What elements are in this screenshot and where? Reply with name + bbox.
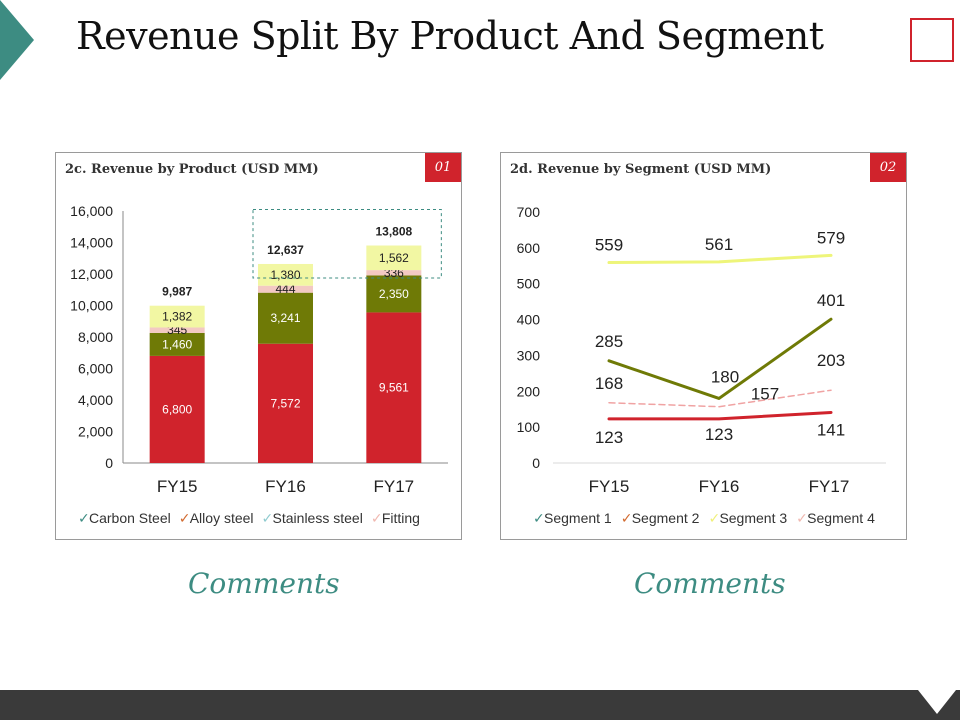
bar-segment	[258, 343, 313, 463]
comments-right: Comments	[634, 567, 786, 600]
revenue-by-product-chart: 0 2,000 4,000 6,000 8,000 10,000 12,000 14,000 1…	[70, 203, 448, 527]
bar-data-label: 1,460	[162, 337, 192, 351]
y-tick-label: 300	[517, 347, 541, 363]
bar-segment	[258, 263, 313, 286]
bar-data-label: 1,382	[162, 310, 192, 324]
legend-label: Carbon Steel	[89, 510, 171, 526]
x-tick-label: FY16	[699, 477, 740, 496]
revenue-by-segment-chart: 0 100 200 300 400 500 600 700 FY15 FY16 FY17 123 123…	[517, 204, 886, 527]
legend-checkmark: ✓	[262, 511, 274, 527]
line-data-label: 123	[595, 428, 623, 447]
legend-label: Segment 1	[544, 510, 612, 526]
y-tick-label: 400	[517, 312, 541, 328]
y-tick-label: 500	[517, 276, 541, 292]
comments-left: Comments	[188, 567, 340, 600]
revenue-by-segment-panel: 0 100 200 300 400 500 600 700 FY15 FY16 FY17 123 123…	[500, 152, 907, 540]
legend-checkmark: ✓	[179, 511, 191, 527]
x-tick-label: FY16	[265, 477, 306, 496]
bar-data-label: 1,380	[270, 268, 300, 282]
bar-data-label: 7,572	[270, 396, 300, 410]
page-title: Revenue Split By Product And Segment	[76, 14, 824, 58]
bar-segment	[258, 285, 313, 293]
bar-segment	[149, 355, 205, 463]
revenue-by-product-panel: 0 2,000 4,000 6,000 8,000 10,000 12,000 14,000 1…	[55, 152, 462, 540]
y-tick-label: 700	[517, 204, 541, 220]
line-data-label: 579	[817, 228, 845, 247]
bar-segment	[149, 327, 205, 333]
y-tick-label: 4,000	[78, 392, 113, 408]
series-line	[607, 253, 833, 265]
y-tick-label: 100	[517, 419, 541, 435]
y-tick-label: 6,000	[78, 361, 113, 377]
y-tick-label: 10,000	[70, 298, 113, 314]
legend-label: Stainless steel	[273, 510, 363, 526]
bar-data-label: 3,241	[270, 311, 300, 325]
bar-segment	[149, 305, 205, 328]
bar-segment	[258, 292, 313, 344]
series-line	[607, 317, 833, 400]
series-line	[607, 410, 833, 421]
legend-label: Alloy steel	[190, 510, 254, 526]
x-tick-label: FY17	[809, 477, 850, 496]
bar-segment	[366, 245, 422, 271]
x-tick-label: FY17	[374, 477, 415, 496]
panel-number-badge: 01	[425, 153, 461, 182]
panel-title: 2c. Revenue by Product (USD MM)	[65, 162, 319, 177]
bar-data-label: 9,561	[379, 381, 409, 395]
highlight-box	[252, 209, 442, 279]
y-tick-label: 14,000	[70, 235, 113, 251]
bar-total-label: 12,637	[267, 243, 304, 257]
y-tick-label: 200	[517, 383, 541, 399]
x-tick-label: FY15	[157, 477, 198, 496]
line-data-label: 561	[705, 235, 733, 254]
y-tick-label: 600	[517, 240, 541, 256]
bar-segment	[366, 312, 422, 463]
bar-data-label: 1,562	[379, 251, 409, 265]
bar-segment	[366, 275, 422, 313]
legend-label: Fitting	[382, 510, 420, 526]
y-tick-label: 16,000	[70, 203, 113, 219]
line-data-label: 559	[595, 236, 623, 255]
legend-checkmark: ✓	[796, 511, 808, 527]
x-tick-label: FY15	[589, 477, 630, 496]
line-data-label: 285	[595, 332, 623, 351]
footer-bar	[0, 690, 960, 720]
legend-label: Segment 4	[807, 510, 875, 526]
line-data-label: 203	[817, 351, 845, 370]
legend-checkmark: ✓	[708, 511, 720, 527]
series-line	[608, 389, 832, 408]
line-data-label: 123	[705, 425, 733, 444]
bar-data-label: 6,800	[162, 402, 192, 416]
legend-checkmark: ✓	[78, 511, 90, 527]
y-tick-label: 0	[105, 455, 113, 471]
legend-checkmark: ✓	[621, 511, 633, 527]
line-data-label: 157	[751, 385, 779, 404]
line-data-label: 168	[595, 374, 623, 393]
legend-checkmark: ✓	[533, 511, 545, 527]
corner-box-decoration	[910, 18, 954, 62]
legend-label: Segment 3	[719, 510, 787, 526]
legend-label: Segment 2	[632, 510, 700, 526]
line-data-label: 401	[817, 291, 845, 310]
bar-segment	[149, 332, 205, 356]
bar-total-label: 13,808	[375, 225, 412, 239]
bar-data-label: 2,350	[379, 287, 409, 301]
corner-triangle-decoration	[0, 0, 34, 80]
y-tick-label: 2,000	[78, 424, 113, 440]
bar-total-label: 9,987	[162, 285, 192, 299]
panel-title: 2d. Revenue by Segment (USD MM)	[510, 162, 772, 177]
bar-segment	[366, 270, 422, 276]
line-data-label: 141	[817, 420, 845, 439]
y-tick-label: 8,000	[78, 329, 113, 345]
footer-notch-decoration	[918, 690, 956, 714]
legend-checkmark: ✓	[371, 511, 383, 527]
panel-number-badge: 02	[870, 153, 906, 182]
y-tick-label: 0	[532, 455, 540, 471]
line-data-label: 180	[711, 367, 739, 386]
y-tick-label: 12,000	[70, 266, 113, 282]
